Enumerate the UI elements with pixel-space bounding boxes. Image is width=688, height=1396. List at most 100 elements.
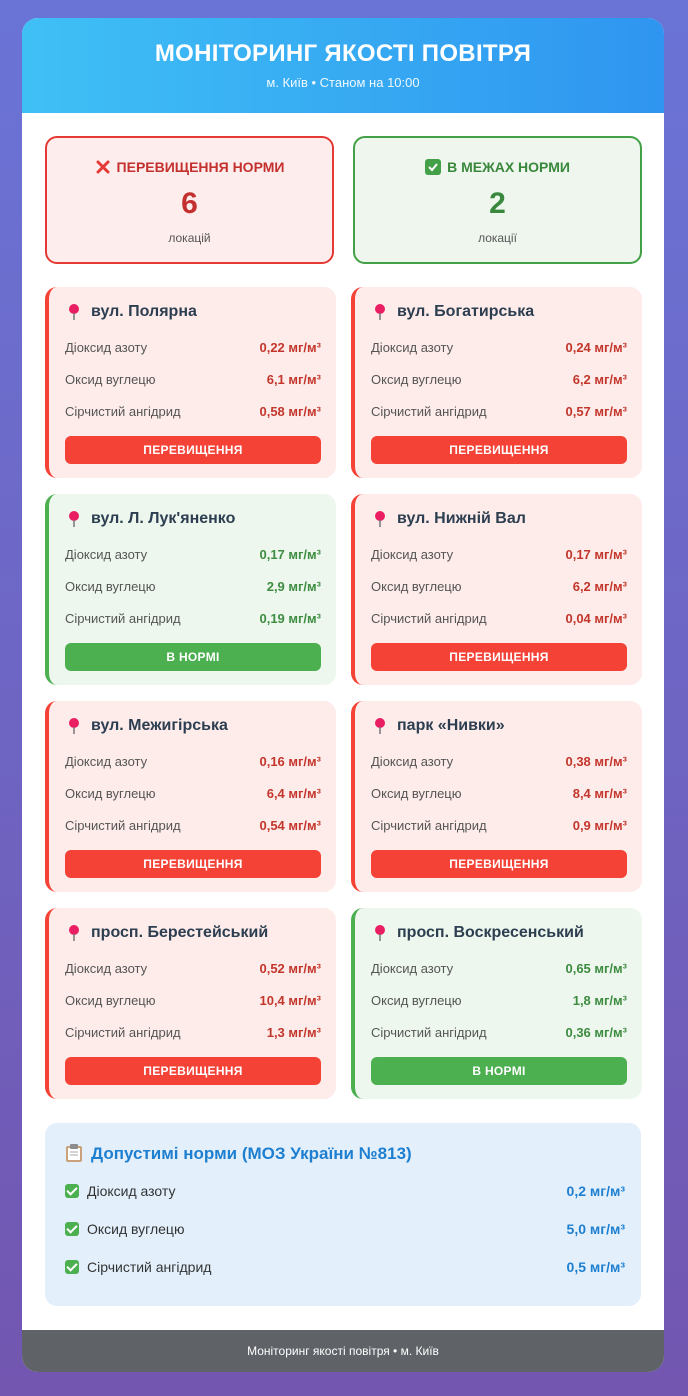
reading-row: Оксид вуглецю 6,4 мг/м³ <box>65 786 321 801</box>
location-name-text: вул. Л. Лук'яненко <box>91 510 236 527</box>
reading-value: 6,4 мг/м³ <box>266 786 321 801</box>
reading-row: Оксид вуглецю 6,2 мг/м³ <box>371 372 627 387</box>
reading-label: Оксид вуглецю <box>65 579 156 594</box>
reading-label: Сірчистий ангідрид <box>65 1025 181 1040</box>
norm-row: Оксид вуглецю 5,0 мг/м³ <box>65 1221 625 1237</box>
reading-row: Оксид вуглецю 6,1 мг/м³ <box>65 372 321 387</box>
reading-value: 1,3 мг/м³ <box>266 1025 321 1040</box>
reading-value: 0,19 мг/м³ <box>259 611 321 626</box>
reading-value: 0,24 мг/м³ <box>565 340 627 355</box>
reading-row: Діоксид азоту 0,52 мг/м³ <box>65 961 321 976</box>
summary-card: ПЕРЕВИЩЕННЯ НОРМИ 6 локацій <box>45 136 334 264</box>
pin-icon <box>69 718 79 734</box>
norm-label-wrap: Діоксид азоту <box>65 1183 175 1199</box>
location-name: вул. Богатирська <box>373 303 534 321</box>
reading-row: Сірчистий ангідрид 0,36 мг/м³ <box>371 1025 627 1040</box>
reading-row: Сірчистий ангідрид 0,57 мг/м³ <box>371 404 627 419</box>
reading-label: Діоксид азоту <box>371 961 454 976</box>
reading-label: Оксид вуглецю <box>371 372 462 387</box>
reading-row: Діоксид азоту 0,16 мг/м³ <box>65 754 321 769</box>
reading-row: Діоксид азоту 0,24 мг/м³ <box>371 340 627 355</box>
status-badge: ПЕРЕВИЩЕННЯ <box>65 850 321 878</box>
norm-label: Сірчистий ангідрид <box>87 1259 212 1275</box>
reading-row: Діоксид азоту 0,17 мг/м³ <box>371 547 627 562</box>
pin-icon <box>69 511 79 527</box>
location-card: парк «Нивки» Діоксид азоту 0,38 мг/м³ Оксид… <box>351 701 642 892</box>
reading-row: Діоксид азоту 0,65 мг/м³ <box>371 961 627 976</box>
reading-value: 8,4 мг/м³ <box>572 786 627 801</box>
status-badge: ПЕРЕВИЩЕННЯ <box>65 436 321 464</box>
reading-value: 0,54 мг/м³ <box>259 818 321 833</box>
location-name: вул. Межигірська <box>67 717 228 735</box>
location-name-text: просп. Воскресенський <box>397 924 584 941</box>
title: МОНІТОРИНГ ЯКОСТІ ПОВІТРЯ <box>154 40 532 67</box>
norm-label: Оксид вуглецю <box>87 1221 185 1237</box>
reading-row: Оксид вуглецю 10,4 мг/м³ <box>65 993 321 1008</box>
reading-row: Діоксид азоту 0,22 мг/м³ <box>65 340 321 355</box>
summary-title: В МЕЖАХ НОРМИ <box>355 159 640 175</box>
location-name: вул. Нижній Вал <box>373 510 526 528</box>
subtitle: м. Київ • Станом на 10:00 <box>266 75 420 90</box>
reading-value: 0,16 мг/м³ <box>259 754 321 769</box>
location-name: парк «Нивки» <box>373 717 505 735</box>
reading-value: 10,4 мг/м³ <box>259 993 321 1008</box>
reading-label: Діоксид азоту <box>65 547 148 562</box>
location-name-text: вул. Полярна <box>91 303 197 320</box>
reading-label: Сірчистий ангідрид <box>371 611 487 626</box>
app: МОНІТОРИНГ ЯКОСТІ ПОВІТРЯ м. Київ • Стан… <box>22 18 664 1372</box>
reading-value: 0,58 мг/м³ <box>259 404 321 419</box>
reading-label: Оксид вуглецю <box>371 993 462 1008</box>
reading-value: 0,17 мг/м³ <box>565 547 627 562</box>
norm-label-wrap: Сірчистий ангідрид <box>65 1259 211 1275</box>
reading-value: 0,57 мг/м³ <box>565 404 627 419</box>
reading-label: Сірчистий ангідрид <box>371 404 487 419</box>
reading-label: Діоксид азоту <box>65 754 148 769</box>
status-badge: ПЕРЕВИЩЕННЯ <box>371 850 627 878</box>
reading-label: Діоксид азоту <box>371 547 454 562</box>
location-card: вул. Межигірська Діоксид азоту 0,16 мг/м³ О… <box>45 701 336 892</box>
norm-value: 0,2 мг/м³ <box>566 1183 625 1199</box>
check-icon <box>65 1184 79 1198</box>
reading-row: Оксид вуглецю 2,9 мг/м³ <box>65 579 321 594</box>
location-card: вул. Нижній Вал Діоксид азоту 0,17 мг/м³ Ок… <box>351 494 642 685</box>
norm-value: 5,0 мг/м³ <box>566 1221 625 1237</box>
reading-value: 0,52 мг/м³ <box>259 961 321 976</box>
pin-icon <box>69 304 79 320</box>
location-name: вул. Л. Лук'яненко <box>67 510 235 528</box>
location-card: просп. Воскресенський Діоксид азоту 0,65 м… <box>351 908 642 1099</box>
reading-value: 0,38 мг/м³ <box>565 754 627 769</box>
status-badge: В НОРМІ <box>65 643 321 671</box>
pin-icon <box>69 925 79 941</box>
reading-label: Сірчистий ангідрид <box>371 1025 487 1040</box>
norms-title: Допустимі норми (МОЗ України №813) <box>91 1144 412 1163</box>
reading-row: Оксид вуглецю 8,4 мг/м³ <box>371 786 627 801</box>
summary-title-text: В МЕЖАХ НОРМИ <box>447 159 570 175</box>
status-badge: В НОРМІ <box>371 1057 627 1085</box>
reading-label: Діоксид азоту <box>65 340 148 355</box>
reading-value: 0,36 мг/м³ <box>565 1025 627 1040</box>
check-icon <box>65 1260 79 1274</box>
reading-row: Сірчистий ангідрид 0,19 мг/м³ <box>65 611 321 626</box>
reading-value: 1,8 мг/м³ <box>572 993 627 1008</box>
pin-icon <box>375 718 385 734</box>
location-name-text: просп. Берестейський <box>91 924 269 941</box>
reading-row: Сірчистий ангідрид 1,3 мг/м³ <box>65 1025 321 1040</box>
location-name-text: парк «Нивки» <box>397 717 505 734</box>
norm-row: Діоксид азоту 0,2 мг/м³ <box>65 1183 625 1199</box>
reading-value: 0,17 мг/м³ <box>259 547 321 562</box>
reading-row: Сірчистий ангідрид 0,04 мг/м³ <box>371 611 627 626</box>
summary-label: локації <box>478 231 517 245</box>
summary-card: В МЕЖАХ НОРМИ 2 локації <box>353 136 642 264</box>
reading-label: Діоксид азоту <box>371 340 454 355</box>
reading-label: Оксид вуглецю <box>65 993 156 1008</box>
location-name-text: вул. Межигірська <box>91 717 228 734</box>
reading-label: Сірчистий ангідрид <box>65 611 181 626</box>
reading-label: Сірчистий ангідрид <box>65 818 181 833</box>
norm-label: Діоксид азоту <box>87 1183 176 1199</box>
location-name-text: вул. Нижній Вал <box>397 510 526 527</box>
reading-label: Оксид вуглецю <box>65 786 156 801</box>
pin-icon <box>375 511 385 527</box>
status-badge: ПЕРЕВИЩЕННЯ <box>371 643 627 671</box>
reading-value: 2,9 мг/м³ <box>266 579 321 594</box>
